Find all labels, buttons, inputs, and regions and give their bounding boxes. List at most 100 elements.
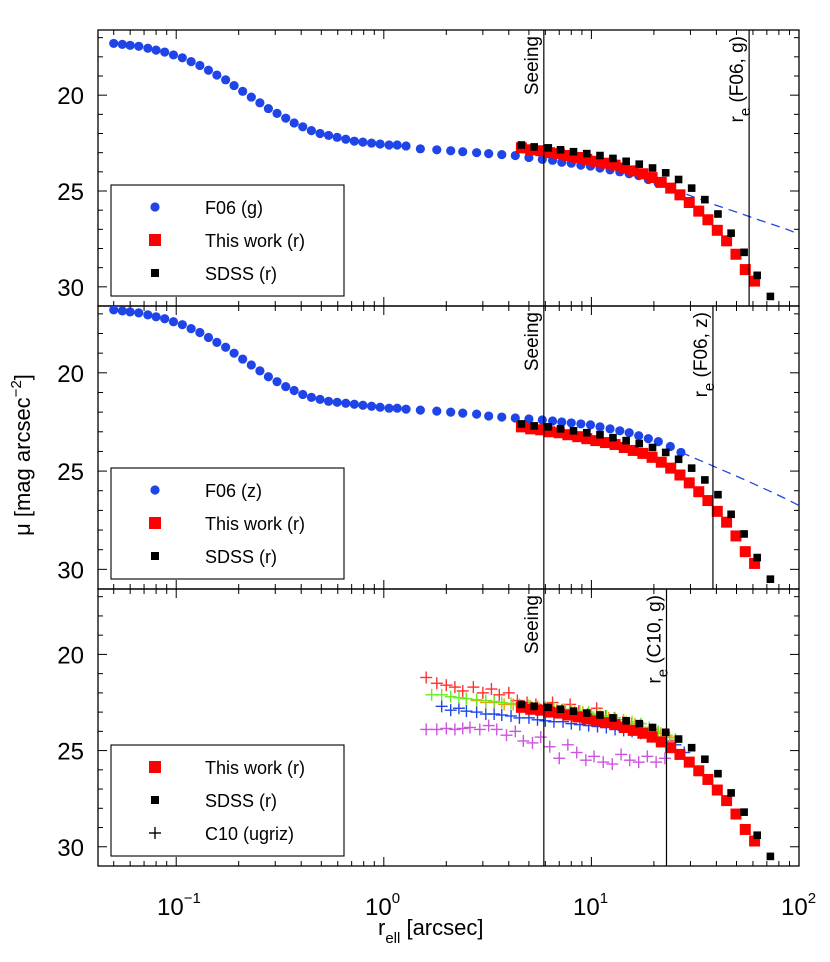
frames-and-ticks: 20 25 30 20 25 30 20 25 30 xyxy=(57,29,800,867)
panel-frame xyxy=(97,588,800,867)
legend-box xyxy=(110,184,345,297)
data-point xyxy=(497,412,507,422)
data-point xyxy=(643,434,653,444)
data-point xyxy=(730,808,742,820)
data-point xyxy=(582,428,591,437)
legend-marker xyxy=(150,202,160,212)
data-point xyxy=(562,429,574,441)
data-point xyxy=(590,715,602,727)
vline-label: Seeing xyxy=(522,36,543,95)
data-point xyxy=(693,486,705,498)
data-point xyxy=(535,145,547,157)
data-point xyxy=(676,447,686,458)
data-point xyxy=(472,148,482,158)
data-point xyxy=(641,750,654,763)
data-point xyxy=(658,752,671,765)
data-point xyxy=(766,575,775,583)
data-point xyxy=(349,136,359,146)
data-point xyxy=(341,398,351,408)
legend-marker xyxy=(151,269,159,277)
data-point xyxy=(125,307,135,317)
data-point xyxy=(635,439,644,448)
data-point xyxy=(246,92,256,102)
legend-label: SDSS (r) xyxy=(205,791,277,811)
svg-text:rell [arcsec]: rell [arcsec] xyxy=(378,915,483,947)
data-point xyxy=(615,426,625,436)
data-point xyxy=(332,397,342,407)
x-tick-labels: 10−1 100 101 102 xyxy=(157,890,816,921)
data-point xyxy=(569,147,578,156)
data-point xyxy=(701,755,709,764)
data-point xyxy=(739,264,751,276)
legend-marker xyxy=(149,827,161,839)
data-point xyxy=(493,688,506,701)
data-point xyxy=(456,684,469,697)
data-point xyxy=(622,716,630,725)
data-point xyxy=(553,707,565,719)
data-point xyxy=(572,431,584,443)
panel-bottom-data: Seeing re (C10, g) xyxy=(420,589,775,866)
data-point xyxy=(740,530,748,538)
data-point xyxy=(581,713,593,725)
series-fit xyxy=(680,451,799,507)
y-tick-label: 20 xyxy=(57,642,84,669)
data-point xyxy=(456,722,469,735)
y-axis-title-sup: −2 xyxy=(8,380,25,397)
data-point xyxy=(125,40,135,50)
data-point xyxy=(650,756,663,769)
y-axis-title-main: μ [mag arcsec xyxy=(10,397,35,536)
data-point xyxy=(323,130,334,141)
data-point xyxy=(458,147,468,157)
data-point xyxy=(509,725,522,738)
data-point xyxy=(384,403,394,413)
data-point xyxy=(524,414,534,424)
data-point xyxy=(358,400,368,410)
data-point xyxy=(622,436,630,445)
data-point xyxy=(384,140,394,150)
data-point xyxy=(517,700,526,709)
data-point xyxy=(605,424,615,434)
data-point xyxy=(646,172,658,184)
data-point xyxy=(272,108,282,118)
panel-top-data: Seeing re (F06, g) xyxy=(109,30,799,306)
data-point xyxy=(117,39,127,49)
data-point xyxy=(622,157,630,166)
data-point xyxy=(590,435,602,447)
data-point xyxy=(530,143,538,151)
data-point xyxy=(467,681,480,694)
data-point xyxy=(597,756,610,769)
vline-label: re (C10, g) xyxy=(644,595,671,684)
legend-label: This work (r) xyxy=(205,758,305,778)
data-point xyxy=(420,671,433,684)
data-point xyxy=(570,746,583,759)
data-point xyxy=(440,679,453,692)
data-point xyxy=(452,702,465,715)
series-sdss xyxy=(517,700,775,861)
y-tick-label: 30 xyxy=(57,835,84,862)
data-point xyxy=(415,405,425,415)
data-point xyxy=(766,292,775,301)
data-point xyxy=(749,835,761,847)
data-point xyxy=(674,175,683,184)
data-point xyxy=(556,425,565,433)
data-point xyxy=(109,306,119,315)
data-point xyxy=(177,320,187,330)
data-point xyxy=(740,248,748,257)
data-point xyxy=(160,47,170,57)
vline-label: Seeing xyxy=(522,312,543,371)
data-point xyxy=(221,75,231,85)
data-point xyxy=(582,149,591,158)
data-point xyxy=(460,705,473,718)
legend-marker xyxy=(149,234,161,246)
data-point xyxy=(440,722,453,735)
data-point xyxy=(581,433,593,445)
legend-label: F06 (g) xyxy=(205,198,263,218)
data-point xyxy=(177,53,187,63)
data-point xyxy=(730,248,742,260)
data-point xyxy=(401,404,411,414)
data-point xyxy=(557,417,567,427)
data-point xyxy=(711,224,723,236)
data-point xyxy=(458,408,468,418)
data-point xyxy=(674,189,686,201)
data-point xyxy=(683,477,695,489)
